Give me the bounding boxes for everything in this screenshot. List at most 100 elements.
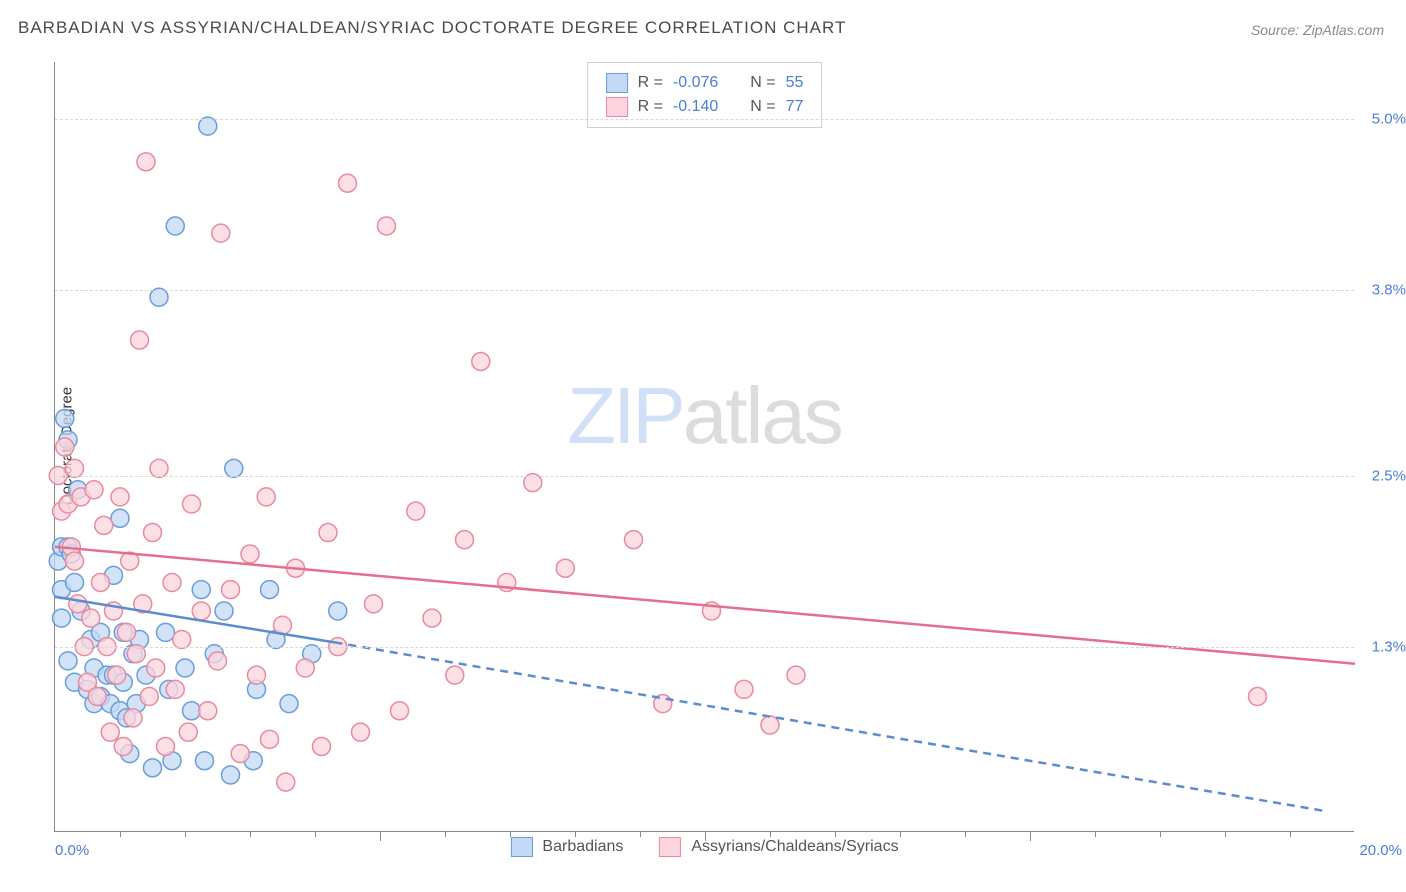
data-point xyxy=(231,745,249,763)
data-point xyxy=(66,552,84,570)
data-point xyxy=(456,531,474,549)
data-point xyxy=(179,723,197,741)
data-point xyxy=(446,666,464,684)
x-tick-mark xyxy=(575,831,576,837)
n-label: N = xyxy=(750,74,775,92)
data-point xyxy=(215,602,233,620)
data-point xyxy=(56,409,74,427)
data-point xyxy=(88,688,106,706)
data-point xyxy=(56,438,74,456)
data-point xyxy=(192,581,210,599)
data-point xyxy=(280,695,298,713)
gridline xyxy=(55,290,1354,291)
data-point xyxy=(735,680,753,698)
x-tick-mark xyxy=(315,831,316,837)
data-point xyxy=(257,488,275,506)
data-point xyxy=(196,752,214,770)
stats-row-2: R = -0.140 N = 77 xyxy=(606,95,804,119)
data-point xyxy=(140,688,158,706)
data-point xyxy=(95,516,113,534)
data-point xyxy=(352,723,370,741)
data-point xyxy=(261,581,279,599)
data-point xyxy=(313,737,331,755)
data-point xyxy=(277,773,295,791)
data-point xyxy=(176,659,194,677)
data-point xyxy=(296,659,314,677)
data-point xyxy=(108,666,126,684)
y-tick-label: 1.3% xyxy=(1372,638,1406,655)
data-point xyxy=(69,595,87,613)
stats-row-1: R = -0.076 N = 55 xyxy=(606,71,804,95)
y-tick-label: 5.0% xyxy=(1372,111,1406,128)
data-point xyxy=(787,666,805,684)
data-point xyxy=(166,680,184,698)
data-point xyxy=(82,609,100,627)
x-tick-mark xyxy=(900,831,901,837)
data-point xyxy=(391,702,409,720)
x-tick-max: 20.0% xyxy=(1359,842,1402,859)
chart-svg xyxy=(55,62,1354,831)
data-point xyxy=(111,509,129,527)
data-point xyxy=(85,481,103,499)
swatch-series-1 xyxy=(606,73,628,93)
data-point xyxy=(66,573,84,591)
plot-area: ZIPatlas R = -0.076 N = 55 R = -0.140 N … xyxy=(54,62,1354,832)
x-tick-mark xyxy=(185,831,186,837)
data-point xyxy=(378,217,396,235)
data-point xyxy=(209,652,227,670)
data-point xyxy=(407,502,425,520)
swatch-series-1 xyxy=(510,837,532,857)
series-1-name: Barbadians xyxy=(542,838,623,856)
data-point xyxy=(59,652,77,670)
data-point xyxy=(147,659,165,677)
data-point xyxy=(144,524,162,542)
regression-line-dashed xyxy=(335,642,1323,810)
data-point xyxy=(114,737,132,755)
data-point xyxy=(423,609,441,627)
legend-item-1: Barbadians xyxy=(510,837,623,857)
data-point xyxy=(319,524,337,542)
x-tick-mark xyxy=(1095,831,1096,837)
x-tick-mark xyxy=(835,831,836,837)
data-point xyxy=(137,153,155,171)
data-point xyxy=(625,531,643,549)
x-tick-mark xyxy=(445,831,446,837)
x-tick-mark xyxy=(640,831,641,837)
data-point xyxy=(1249,688,1267,706)
data-point xyxy=(241,545,259,563)
y-tick-label: 3.8% xyxy=(1372,282,1406,299)
data-point xyxy=(339,174,357,192)
data-point xyxy=(329,602,347,620)
data-point xyxy=(222,581,240,599)
x-tick-mark xyxy=(1290,831,1291,837)
data-point xyxy=(124,709,142,727)
data-point xyxy=(472,352,490,370)
data-point xyxy=(53,609,71,627)
data-point xyxy=(222,766,240,784)
source-label: Source: ZipAtlas.com xyxy=(1251,22,1384,38)
gridline xyxy=(55,647,1354,648)
n-label: N = xyxy=(750,98,775,116)
x-tick-min: 0.0% xyxy=(55,842,89,859)
data-point xyxy=(248,666,266,684)
legend-item-2: Assyrians/Chaldeans/Syriacs xyxy=(659,837,898,857)
r-label: R = xyxy=(638,74,663,92)
data-point xyxy=(212,224,230,242)
x-tick-mark xyxy=(380,831,381,841)
data-point xyxy=(274,616,292,634)
data-point xyxy=(118,623,136,641)
r-label: R = xyxy=(638,98,663,116)
x-tick-mark xyxy=(1160,831,1161,837)
swatch-series-2 xyxy=(606,97,628,117)
n-value-1: 55 xyxy=(786,74,804,92)
data-point xyxy=(166,217,184,235)
x-tick-mark xyxy=(250,831,251,837)
y-tick-label: 2.5% xyxy=(1372,467,1406,484)
data-point xyxy=(111,488,129,506)
data-point xyxy=(131,331,149,349)
chart-title: BARBADIAN VS ASSYRIAN/CHALDEAN/SYRIAC DO… xyxy=(18,18,846,38)
data-point xyxy=(92,573,110,591)
data-point xyxy=(183,495,201,513)
data-point xyxy=(101,723,119,741)
data-point xyxy=(163,573,181,591)
